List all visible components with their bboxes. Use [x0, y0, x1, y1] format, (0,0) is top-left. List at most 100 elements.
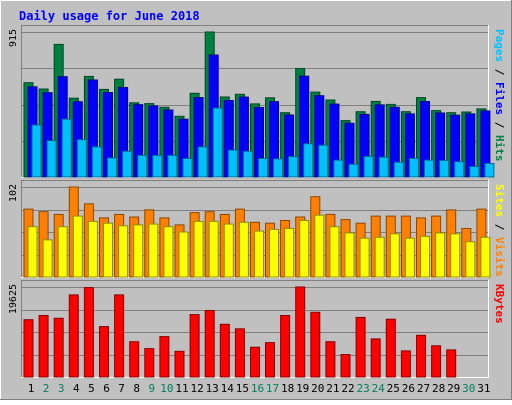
bar-sites-day-29 — [450, 233, 461, 278]
bar-pages-day-23 — [363, 155, 374, 178]
x-tick-label-day-18: 18 — [281, 382, 294, 395]
bar-pages-day-22 — [348, 163, 359, 178]
bar-pages-day-1 — [31, 124, 42, 178]
bar-kbytes-day-29 — [446, 349, 457, 378]
bar-kbytes-day-27 — [416, 334, 426, 378]
bar-pages-day-8 — [137, 154, 148, 178]
bar-pages-day-29 — [454, 161, 465, 178]
x-tick-label-day-22: 22 — [341, 382, 354, 395]
bar-sites-day-11 — [178, 231, 189, 278]
x-tick-label-day-2: 2 — [43, 382, 50, 395]
bar-pages-day-30 — [469, 166, 480, 178]
y-max-label: 915 — [8, 29, 19, 47]
bar-sites-day-21 — [329, 226, 340, 278]
bar-kbytes-day-15 — [234, 328, 245, 378]
bar-kbytes-day-19 — [295, 286, 306, 378]
bar-kbytes-day-26 — [400, 350, 411, 378]
bar-sites-day-14 — [223, 223, 234, 278]
x-tick-label-day-16: 16 — [251, 382, 264, 395]
bar-sites-day-24 — [374, 236, 385, 278]
x-tick-label-day-1: 1 — [28, 382, 35, 395]
bar-sites-day-16 — [254, 230, 264, 278]
x-tick-label-day-5: 5 — [88, 382, 95, 395]
bar-kbytes-day-2 — [38, 315, 49, 378]
bar-kbytes-day-7 — [114, 294, 125, 378]
x-tick-label-day-30: 30 — [462, 382, 475, 395]
x-tick-label-day-4: 4 — [73, 382, 80, 395]
bar-kbytes-day-12 — [189, 314, 200, 378]
x-tick-label-day-15: 15 — [236, 382, 249, 395]
bar-pages-day-7 — [122, 150, 133, 178]
bar-sites-day-19 — [299, 220, 310, 278]
bar-sites-day-8 — [133, 224, 144, 278]
bar-kbytes-day-9 — [144, 348, 155, 378]
bar-pages-day-28 — [439, 159, 450, 178]
bar-pages-day-5 — [91, 146, 102, 178]
legend-item-files: Files — [493, 82, 506, 115]
bar-sites-day-25 — [389, 233, 400, 278]
bar-sites-day-10 — [163, 226, 174, 278]
bar-pages-day-10 — [167, 154, 178, 178]
x-tick-label-day-24: 24 — [372, 382, 386, 395]
x-tick-label-day-23: 23 — [356, 382, 369, 395]
bar-kbytes-day-6 — [99, 326, 109, 378]
x-tick-label-day-21: 21 — [326, 382, 339, 395]
bar-pages-day-12 — [197, 146, 208, 178]
legend-kbytes: KBytes — [493, 284, 506, 324]
bar-kbytes-day-16 — [250, 346, 260, 378]
bar-kbytes-day-10 — [159, 336, 170, 378]
x-tick-label-day-27: 27 — [417, 382, 430, 395]
bar-sites-day-4 — [72, 215, 83, 278]
bar-kbytes-day-25 — [385, 318, 396, 378]
bar-sites-day-1 — [27, 226, 38, 278]
bar-kbytes-day-3 — [53, 317, 64, 378]
bar-sites-day-23 — [359, 237, 370, 278]
bar-sites-day-12 — [193, 220, 204, 278]
panel-hits-files-pages: 915 Pages / Files / Hits — [8, 25, 506, 178]
bar-pages-day-24 — [378, 156, 389, 178]
bar-kbytes-day-17 — [265, 342, 275, 378]
x-tick-label-day-6: 6 — [103, 382, 110, 395]
x-tick-label-day-7: 7 — [118, 382, 125, 395]
legend-separator: / — [493, 115, 506, 135]
x-tick-label-day-13: 13 — [206, 382, 219, 395]
x-tick-label-day-31: 31 — [477, 382, 490, 395]
bar-kbytes-day-22 — [340, 354, 351, 378]
bar-sites-day-9 — [148, 223, 159, 278]
bar-pages-day-9 — [152, 154, 163, 178]
bar-pages-day-21 — [333, 159, 344, 178]
bar-sites-day-30 — [465, 241, 476, 278]
bar-sites-day-5 — [87, 220, 98, 278]
bar-pages-day-31 — [484, 163, 495, 178]
x-axis-tick-labels: 1 2 3 4 5 6 7 8 9 10 11 12 13 14 15 16 17 18 19 20 21 22 23 24 2… — [28, 382, 491, 395]
x-tick-label-day-10: 10 — [160, 382, 173, 395]
bar-sites-day-13 — [208, 220, 219, 278]
legend-separator: / — [493, 217, 506, 237]
bar-pages-day-18 — [288, 156, 299, 178]
series-kbytes — [23, 286, 457, 378]
bar-pages-day-20 — [318, 144, 329, 178]
bar-kbytes-day-13 — [204, 310, 215, 378]
bar-pages-day-27 — [424, 159, 434, 178]
bar-sites-day-15 — [238, 221, 249, 278]
bar-sites-day-6 — [103, 222, 113, 278]
bar-pages-day-4 — [76, 139, 87, 178]
bar-kbytes-day-4 — [68, 294, 79, 378]
bar-kbytes-day-5 — [83, 287, 94, 378]
bar-sites-day-28 — [435, 232, 446, 278]
bar-pages-day-2 — [46, 140, 57, 178]
bar-kbytes-day-23 — [355, 316, 366, 378]
x-tick-label-day-17: 17 — [266, 382, 279, 395]
bar-pages-day-15 — [242, 150, 253, 178]
bar-pages-day-13 — [212, 107, 223, 178]
x-tick-label-day-26: 26 — [402, 382, 415, 395]
bar-sites-day-20 — [314, 214, 325, 278]
bar-sites-day-27 — [420, 235, 430, 278]
x-tick-label-day-28: 28 — [432, 382, 445, 395]
bar-sites-day-22 — [344, 232, 355, 278]
bar-sites-day-17 — [269, 228, 279, 278]
x-tick-label-day-8: 8 — [133, 382, 140, 395]
bar-pages-day-25 — [393, 161, 404, 178]
x-tick-label-day-9: 9 — [148, 382, 155, 395]
